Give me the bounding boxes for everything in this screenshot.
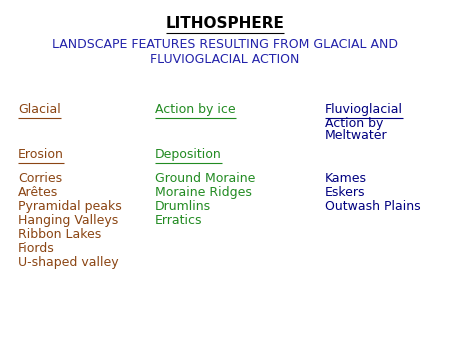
Text: Eskers: Eskers [325, 186, 365, 199]
Text: Ground Moraine: Ground Moraine [155, 172, 256, 185]
Text: Corries: Corries [18, 172, 62, 185]
Text: Fiords: Fiords [18, 242, 55, 255]
Text: Meltwater: Meltwater [325, 129, 387, 142]
Text: Kames: Kames [325, 172, 367, 185]
Text: Action by ice: Action by ice [155, 103, 236, 116]
Text: Drumlins: Drumlins [155, 200, 211, 213]
Text: LITHOSPHERE: LITHOSPHERE [166, 16, 284, 31]
Text: LANDSCAPE FEATURES RESULTING FROM GLACIAL AND
FLUVIOGLACIAL ACTION: LANDSCAPE FEATURES RESULTING FROM GLACIA… [52, 38, 398, 66]
Text: Fluvioglacial: Fluvioglacial [325, 103, 403, 116]
Text: Moraine Ridges: Moraine Ridges [155, 186, 252, 199]
Text: Deposition: Deposition [155, 148, 222, 161]
Text: Arêtes: Arêtes [18, 186, 58, 199]
Text: Pyramidal peaks: Pyramidal peaks [18, 200, 122, 213]
Text: Glacial: Glacial [18, 103, 61, 116]
Text: U-shaped valley: U-shaped valley [18, 256, 119, 269]
Text: Ribbon Lakes: Ribbon Lakes [18, 228, 101, 241]
Text: Erosion: Erosion [18, 148, 64, 161]
Text: Hanging Valleys: Hanging Valleys [18, 214, 118, 227]
Text: Outwash Plains: Outwash Plains [325, 200, 421, 213]
Text: Erratics: Erratics [155, 214, 202, 227]
Text: Action by: Action by [325, 117, 383, 130]
